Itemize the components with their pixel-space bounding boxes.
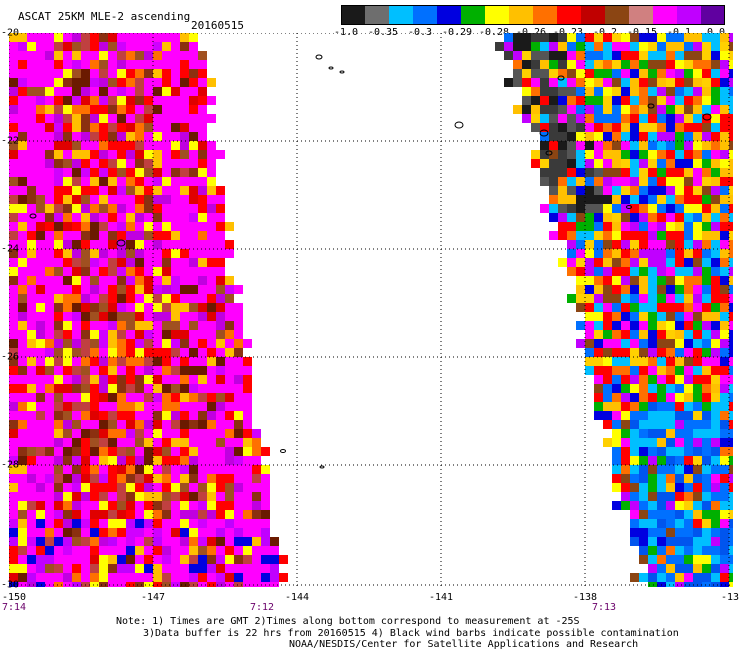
colorbar-swatch [437,5,462,25]
longitude-tick-label: -147 [140,592,166,603]
colorbar-swatch [341,5,366,25]
ascat-swath-map [9,33,733,587]
measurement-time-label: 7:14 [2,602,27,613]
map-title: ASCAT 25KM MLE-2 ascending [18,10,191,23]
longitude-tick-label: -144 [284,592,310,603]
measurement-time-label: 7:13 [592,602,617,613]
longitude-tick-label: -13 [720,592,740,603]
colorbar-swatch [605,5,630,25]
colorbar-swatch [461,5,486,25]
colorbar-swatch [365,5,390,25]
colorbar-swatch [509,5,534,25]
colorbar-label: -0.35 [367,27,399,38]
colorbar-swatch [653,5,678,25]
colorbar-swatch [413,5,438,25]
colorbar-label: -0.1 [666,27,692,38]
colorbar-swatch [485,5,510,25]
longitude-tick-label: -138 [572,592,598,603]
latitude-tick-label: -24 [1,243,20,255]
colorbar-swatch [677,5,702,25]
measurement-time-label: 7:12 [250,602,275,613]
colorbar [341,5,725,25]
colorbar-swatch [581,5,606,25]
colorbar-swatch [629,5,654,25]
latitude-tick-label: -20 [1,27,20,39]
note-line-2: 3)Data buffer is 22 hrs from 20160515 4)… [143,628,679,639]
colorbar-label: -0.26 [515,27,547,38]
longitude-tick-label: -141 [428,592,454,603]
latitude-tick-label: -26 [1,351,20,363]
latitude-tick-label: -28 [1,459,20,471]
colorbar-swatch [533,5,558,25]
latitude-tick-label: -30 [1,579,20,591]
longitude-tick-label: -150 [1,592,27,603]
colorbar-swatch [557,5,582,25]
colorbar-label: 0.0 [706,27,726,38]
note-line-1: Note: 1) Times are GMT 2)Times along bot… [116,616,580,627]
map-date: 20160515 [191,19,244,32]
latitude-tick-label: -22 [1,135,20,147]
island-outlines [29,54,712,469]
lat-lon-grid [9,33,733,587]
colorbar-frame [341,5,725,25]
colorbar-swatch [701,5,725,25]
colorbar-swatch [389,5,414,25]
swath-pixels [9,33,733,587]
colorbar-label: -0.23 [552,27,584,38]
note-line-3: NOAA/NESDIS/Center for Satellite Applica… [289,639,639,650]
colorbar-label: -0.3 [407,27,433,38]
